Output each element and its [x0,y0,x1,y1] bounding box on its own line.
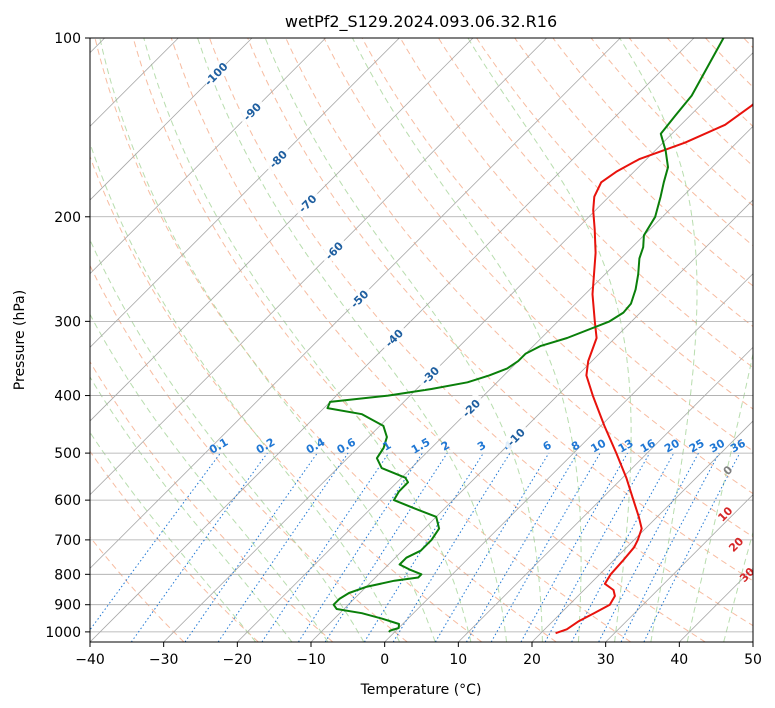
dry-adiabat [285,38,753,538]
mixing-ratio-line [217,452,349,642]
moist-adiabat [90,431,257,642]
y-tick-label: 700 [54,533,81,549]
isotherm-label-bg [200,58,231,89]
dry-adiabat [170,38,706,642]
isotherm-line [237,125,753,642]
y-tick-label: 300 [54,314,81,330]
isotherm-label-bg [262,143,293,174]
axes: −40 −30 −20 −10 0 10 20 30 40 50 1000 900 800 700 600 5… [45,31,762,668]
moist-adiabat [90,141,400,642]
dry-adiabat [247,38,753,582]
isotherm-line [458,346,753,642]
isotherm-label-bg [318,235,349,265]
isotherm-label-bg [343,283,374,314]
x-tick-label: 0 [380,652,389,668]
isotherm-line [605,494,753,642]
x-tick-label: 50 [744,652,762,668]
mixing-ratio-line [544,452,651,642]
isotherm-label-bg [455,392,486,423]
mixing-ratio-line [598,452,699,642]
isotherm-line [90,38,400,348]
isotherm-label-bg [291,187,322,218]
moist-adiabat [723,530,753,642]
dry-adiabat [209,38,753,627]
chart-title: wetPf2_S129.2024.093.06.32.R16 [285,12,557,32]
y-axis-label: Pressure (hPa) [12,290,28,390]
y-tick-label: 500 [54,446,81,462]
mixing-ratio-line [297,452,423,642]
isotherm-line [90,38,547,496]
dry-adiabat [132,38,632,642]
mixing-ratio-line [90,452,221,631]
moist-adiabat [90,376,293,642]
x-tick-label: −20 [223,652,253,668]
x-tick-label: −30 [149,652,179,668]
isotherm-line [90,38,253,201]
mixing-ratio-line [130,452,268,642]
y-tick-label: 100 [54,31,81,47]
mixing-ratio-line [465,452,578,642]
mixing-ratio-line [363,452,484,642]
moist-adiabat [90,238,365,642]
dry-adiabat [90,450,259,642]
mixing-ratio-line [520,452,628,642]
isotherm-line [90,38,621,569]
dry-adiabat [361,38,753,452]
isotherm-line [384,273,753,642]
y-tick-label: 200 [54,210,81,226]
dry-adiabat [90,536,185,642]
isotherm-label-bg [378,322,409,353]
x-axis-label: Temperature (°C) [360,682,482,698]
moist-adiabat [264,38,543,642]
dry-adiabat [90,264,408,642]
y-tick-label: 900 [54,598,81,614]
dewpoint-profile-line [326,38,725,633]
moist-adiabat [352,38,582,642]
isotherm-label-bg [500,421,531,452]
isotherm-line [163,52,753,642]
isotherm-label-bg [236,96,267,126]
x-tick-label: 10 [449,652,467,668]
dry-adiabat [437,38,753,369]
mixing-ratio-line [620,452,720,642]
isotherm-line [531,420,753,642]
x-tick-label: 40 [670,652,688,668]
isotherm-label-bg [414,359,445,390]
x-tick-label: −10 [296,652,326,668]
moist-adiabat [619,38,698,642]
plot-area [90,38,753,642]
line-label: 40 [751,592,771,612]
y-tick-label: 400 [54,389,81,405]
dry-adiabat [552,38,753,247]
mixing-ratio-line [184,452,318,642]
y-tick-label: 800 [54,567,81,583]
temperature-profile-line [555,103,753,635]
x-tick-label: 30 [597,652,615,668]
isotherm-line [90,38,474,422]
mixing-ratio-line [261,452,390,642]
mixing-ratio-line [490,452,601,642]
x-tick-label: 20 [523,652,541,668]
y-tick-label: 1000 [45,625,81,641]
moist-adiabat [686,351,753,642]
moist-adiabat [90,313,329,642]
isotherm-line [310,199,753,642]
x-tick-label: −40 [75,652,105,668]
isotherm-line [90,38,326,275]
dry-adiabat [399,38,753,410]
dry-adiabat [514,38,753,287]
plot-frame [89,37,754,643]
y-tick-label: 600 [54,493,81,509]
